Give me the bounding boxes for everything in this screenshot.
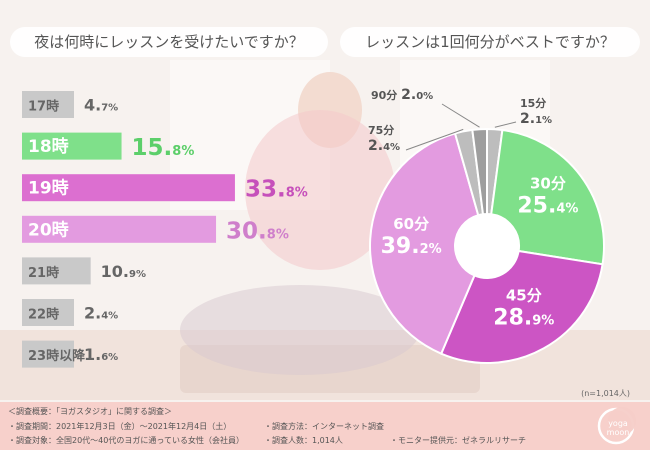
bar-value-6: 1.6% bbox=[84, 345, 118, 364]
left-chart-title: 夜は何時にレッスンを受けたいですか？ bbox=[10, 27, 328, 57]
bar-value-3: 30.8% bbox=[226, 218, 289, 244]
leader-line-5 bbox=[441, 103, 480, 128]
bar-value-2: 33.8% bbox=[245, 177, 308, 203]
slice-value-3: 39.2% bbox=[381, 234, 442, 259]
donut-hole bbox=[455, 214, 519, 278]
bar-label-4: 21時 bbox=[28, 265, 59, 281]
slice-value-4: 2.4% bbox=[368, 138, 400, 154]
bar-label-2: 19時 bbox=[28, 178, 69, 199]
bar-value-4: 10.9% bbox=[101, 262, 146, 281]
svg-text:moon: moon bbox=[607, 428, 630, 437]
bar-value-1: 15.8% bbox=[132, 135, 195, 161]
right-chart-title: レッスンは1回何分がベストですか？ bbox=[340, 27, 640, 57]
survey-footer: ＜調査概要：「ヨガスタジオ」に関する調査＞ ・調査期間：2021年12月3日（金… bbox=[0, 402, 650, 450]
bar-label-5: 22時 bbox=[28, 307, 59, 323]
yoga-moon-logo: yoga moon bbox=[597, 407, 636, 445]
survey-period: ・調査期間：2021年12月3日（金）〜2021年12月4日（土） bbox=[8, 422, 232, 431]
bar-6 bbox=[22, 340, 74, 368]
slice-label-2: 45分 bbox=[506, 286, 542, 304]
leader-line-0 bbox=[494, 121, 517, 128]
bar-0 bbox=[22, 91, 74, 118]
slice-label-4: 75分 bbox=[368, 123, 394, 137]
survey-method: ・調査方法：インターネット調査 bbox=[264, 422, 384, 431]
bar-value-0: 4.7% bbox=[84, 96, 118, 115]
bar-value-5: 2.4% bbox=[84, 304, 118, 323]
slice-label-5: 90分 2.0% bbox=[371, 87, 433, 103]
leader-line-4 bbox=[405, 128, 464, 151]
slice-label-3: 60分 bbox=[393, 215, 429, 233]
bar-1 bbox=[22, 132, 122, 160]
bar-5 bbox=[22, 299, 74, 326]
survey-heading: ＜調査概要：「ヨガスタジオ」に関する調査＞ bbox=[8, 407, 172, 416]
bar-2 bbox=[22, 174, 235, 202]
bar-label-6: 23時以降 bbox=[28, 348, 86, 364]
slice-value-1: 25.4% bbox=[517, 194, 578, 219]
evening-time-bar-chart: 17時 4.7% 18時 15.8% 19時 33.8% 20時 30.8% 21時 10.9% 2… bbox=[22, 91, 308, 368]
bar-label-1: 18時 bbox=[28, 136, 69, 157]
slice-value-0: 2.1% bbox=[520, 111, 552, 127]
sample-size-note: (n=1,014人) bbox=[581, 389, 630, 398]
slice-label-0: 15分 bbox=[520, 96, 546, 110]
bar-label-0: 17時 bbox=[28, 99, 59, 115]
survey-count: ・調査人数：1,014人 bbox=[264, 436, 343, 445]
bar-4 bbox=[22, 257, 91, 285]
slice-value-2: 28.9% bbox=[493, 305, 554, 330]
bar-3 bbox=[22, 215, 217, 243]
svg-text:yoga: yoga bbox=[608, 419, 628, 428]
slice-label-1: 30分 bbox=[530, 175, 566, 193]
survey-target: ・調査対象：全国20代〜40代のヨガに通っている女性（会社員） bbox=[8, 436, 244, 445]
bar-label-3: 20時 bbox=[28, 219, 69, 240]
survey-provider: ・モニター提供元：ゼネラルリサーチ bbox=[390, 436, 526, 445]
